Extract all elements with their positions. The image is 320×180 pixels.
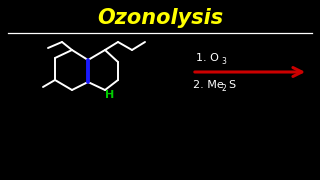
Text: Ozonolysis: Ozonolysis [97, 8, 223, 28]
Text: S: S [228, 80, 235, 90]
Text: 3: 3 [221, 57, 226, 66]
Text: 2: 2 [222, 84, 227, 93]
Text: H: H [105, 90, 115, 100]
Text: 1. O: 1. O [196, 53, 219, 63]
Text: 2. Me: 2. Me [193, 80, 224, 90]
